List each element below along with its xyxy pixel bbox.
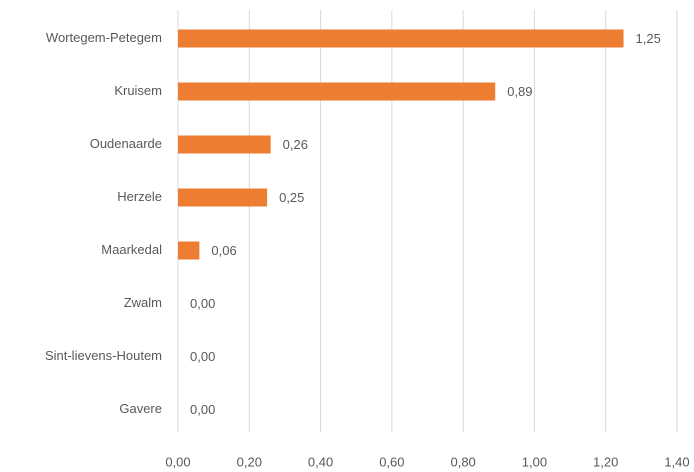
x-tick-label: 0,40 (308, 454, 333, 469)
bar (178, 82, 496, 101)
y-tick-label: Gavere (119, 401, 162, 416)
value-label: 0,00 (190, 296, 215, 311)
x-tick-label: 0,80 (450, 454, 475, 469)
y-tick-label: Herzele (117, 189, 162, 204)
bar (178, 241, 200, 260)
y-tick-label: Kruisem (114, 83, 162, 98)
x-tick-label: 1,20 (593, 454, 618, 469)
y-tick-label: Oudenaarde (90, 136, 162, 151)
value-label: 0,25 (279, 190, 304, 205)
value-label: 0,26 (283, 137, 308, 152)
value-label: 0,89 (507, 84, 532, 99)
value-label: 0,00 (190, 349, 215, 364)
x-tick-label: 1,00 (522, 454, 547, 469)
value-label: 0,06 (211, 243, 236, 258)
x-tick-label: 0,60 (379, 454, 404, 469)
value-label: 1,25 (636, 31, 661, 46)
y-tick-label: Maarkedal (101, 242, 162, 257)
bar (178, 29, 624, 48)
y-tick-label: Zwalm (124, 295, 162, 310)
y-tick-label: Sint-lievens-Houtem (45, 348, 162, 363)
bar (178, 135, 271, 154)
x-tick-label: 0,00 (165, 454, 190, 469)
x-tick-label: 0,20 (237, 454, 262, 469)
x-tick-label: 1,40 (664, 454, 689, 469)
value-label: 0,00 (190, 402, 215, 417)
bar (178, 188, 268, 207)
y-tick-label: Wortegem-Petegem (46, 30, 162, 45)
